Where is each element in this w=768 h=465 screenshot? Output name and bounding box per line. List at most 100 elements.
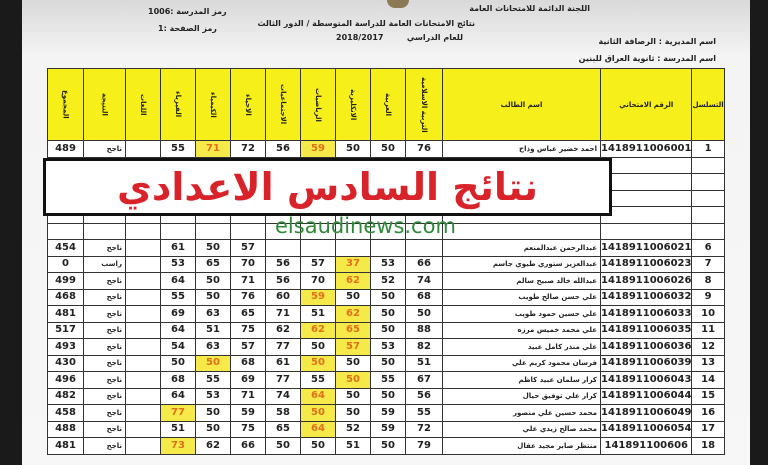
grade-cell — [125, 305, 161, 323]
table-row: 18 141891100606 منتظر صابر مجيد عقال 79 50 51… — [47, 437, 725, 455]
grade-cell: 50 — [370, 437, 406, 455]
grade-cell: 51 — [335, 437, 371, 455]
grade-cell: 71 — [195, 140, 231, 158]
grade-cell: 72 — [405, 420, 443, 438]
grade-cell: 62 — [335, 272, 371, 290]
exam-number-cell: 1418911006023 — [599, 255, 693, 273]
grade-cell: 53 — [370, 338, 406, 356]
student-name-cell: منتظر صابر مجيد عقال — [442, 437, 601, 455]
total-cell: 468 — [47, 288, 84, 306]
year: 2018/2017 — [336, 33, 384, 42]
result-cell: ناجح — [83, 140, 126, 158]
hidden-cell — [691, 189, 725, 207]
grade-cell: 50 — [370, 354, 406, 372]
exam-number-cell: 1418911006033 — [599, 305, 693, 323]
total-cell: 488 — [47, 420, 84, 438]
grade-cell: 62 — [265, 321, 301, 339]
grade-cell: 50 — [300, 437, 336, 455]
grade-cell: 69 — [230, 371, 266, 389]
grade-cell: 50 — [195, 354, 231, 372]
exam-number-cell: 1418911006032 — [599, 288, 693, 306]
column-header: النتيجة — [83, 68, 126, 141]
column-header: الفيزياء — [160, 68, 196, 141]
grade-cell: 51 — [160, 420, 196, 438]
grade-cell: 55 — [160, 288, 196, 306]
result-cell: ناجح — [83, 371, 126, 389]
student-name-cell: محمد حسين علي منصور — [442, 404, 601, 422]
grade-cell — [125, 338, 161, 356]
result-cell: ناجح — [83, 387, 126, 405]
column-header: التسلسل — [691, 68, 725, 141]
grade-cell: 57 — [335, 338, 371, 356]
grade-cell: 75 — [230, 420, 266, 438]
serial-cell: 16 — [691, 404, 725, 422]
total-cell: 454 — [47, 239, 84, 257]
grade-cell: 54 — [160, 338, 196, 356]
total-cell: 517 — [47, 321, 84, 339]
grade-cell: 68 — [405, 288, 443, 306]
hidden-cell — [691, 156, 725, 174]
grade-cell: 56 — [265, 272, 301, 290]
grade-cell: 64 — [160, 387, 196, 405]
grade-cell: 73 — [160, 437, 196, 455]
page-code: رمز الصفحة :1 — [158, 24, 217, 33]
grade-cell: 53 — [370, 255, 406, 273]
grade-cell: 66 — [405, 255, 443, 273]
grade-cell: 50 — [195, 239, 231, 257]
results-banner: نتائج السادس الاعدادي — [43, 158, 612, 216]
table-row: 10 1418911006033 علي حسين حمود طويب 50 50 62 5… — [47, 305, 725, 323]
serial-cell: 9 — [691, 288, 725, 306]
hidden-cell — [230, 222, 266, 240]
grade-cell: 50 — [370, 288, 406, 306]
sheet-title: نتائج الامتحانات العامة للدراسة المتوسطة… — [257, 19, 475, 28]
grade-cell: 71 — [265, 305, 301, 323]
exam-number-cell: 1418911006021 — [599, 239, 693, 257]
total-cell: 430 — [47, 354, 84, 372]
student-name-cell: علي منذر كامل عبيد — [442, 338, 601, 356]
grade-cell: 63 — [195, 338, 231, 356]
grade-cell: 65 — [230, 305, 266, 323]
grade-cell: 51 — [300, 305, 336, 323]
grade-cell: 76 — [405, 140, 443, 158]
year-label: للعام الدراسي — [406, 33, 463, 42]
student-name-cell: عبدالعزيز ستوري طيوي جاسم — [442, 255, 601, 273]
column-header: الرياضيات — [300, 68, 336, 141]
total-cell: 493 — [47, 338, 84, 356]
exam-number-cell: 1418911006054 — [599, 420, 693, 438]
grade-cell: 50 — [300, 338, 336, 356]
committee-name: اللجنة الدائمة للامتحانات العامة — [469, 4, 590, 13]
hidden-cell — [599, 206, 693, 224]
grade-cell: 50 — [335, 354, 371, 372]
grade-cell: 50 — [195, 420, 231, 438]
grade-cell: 50 — [335, 140, 371, 158]
grade-cell: 74 — [405, 272, 443, 290]
hidden-cell — [300, 222, 336, 240]
grade-cell: 50 — [265, 437, 301, 455]
result-cell: ناجح — [83, 437, 126, 455]
hidden-cell — [599, 189, 693, 207]
grade-cell: 55 — [195, 371, 231, 389]
student-name-cell: علي حسن صالح طويب — [442, 288, 601, 306]
grade-cell: 70 — [230, 255, 266, 273]
table-row: 17 1418911006054 محمد صالح زيدي علي 72 59 52 6… — [47, 420, 725, 438]
table-row: 13 1418911006039 فرسان محمود كريم علي 51 50 5… — [47, 354, 725, 372]
grade-cell: 77 — [160, 404, 196, 422]
grade-cell: 88 — [405, 321, 443, 339]
grade-cell: 77 — [265, 338, 301, 356]
grade-cell: 67 — [405, 371, 443, 389]
grade-cell: 70 — [300, 272, 336, 290]
grade-cell: 66 — [230, 437, 266, 455]
grade-cell: 65 — [335, 321, 371, 339]
serial-cell: 17 — [691, 420, 725, 438]
grade-cell: 57 — [230, 338, 266, 356]
hidden-cell — [691, 222, 725, 240]
grade-cell: 56 — [405, 387, 443, 405]
grade-cell: 37 — [335, 255, 371, 273]
serial-cell: 11 — [691, 321, 725, 339]
results-table: التسلسل الرقم الامتحاني اسم الطالب التربية … — [47, 68, 725, 455]
exam-number-cell: 1418911006039 — [599, 354, 693, 372]
grade-cell — [125, 239, 161, 257]
grade-cell — [125, 255, 161, 273]
grade-cell: 57 — [230, 239, 266, 257]
total-cell: 481 — [47, 437, 84, 455]
